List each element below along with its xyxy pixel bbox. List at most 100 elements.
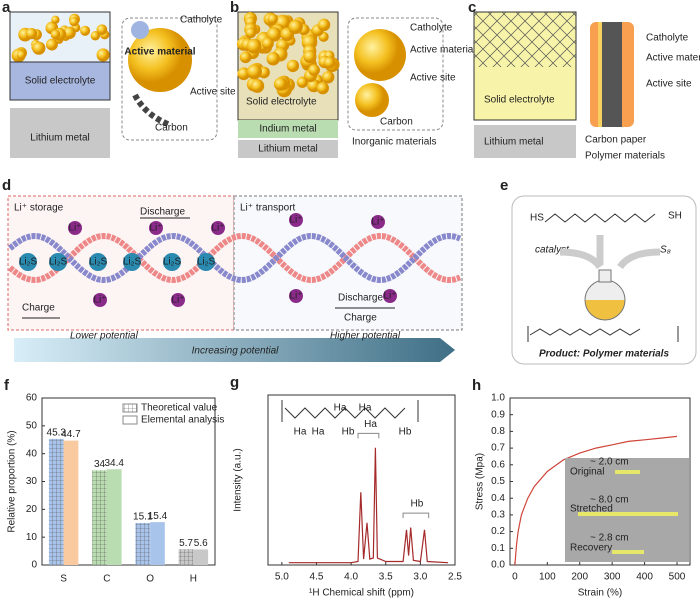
y-tick-label: 0.4 bbox=[491, 493, 505, 504]
flow-arrows bbox=[559, 235, 661, 270]
inset-photo bbox=[565, 458, 689, 562]
sulfide-label: Li₂S bbox=[163, 257, 182, 268]
particle bbox=[308, 64, 320, 76]
polymer bbox=[527, 326, 679, 342]
x-tick-label: 5.0 bbox=[275, 572, 289, 583]
value-label: 15.1 bbox=[133, 512, 153, 523]
layer-label: Solid electrolyte bbox=[246, 97, 317, 108]
callout: Carbon paper bbox=[585, 135, 647, 146]
process-label: Discharge bbox=[140, 207, 185, 218]
storage-box bbox=[7, 195, 235, 331]
helix-strand bbox=[8, 232, 462, 284]
callout: Active site bbox=[410, 73, 456, 84]
particle bbox=[237, 67, 251, 81]
x-tick-label: 0 bbox=[512, 572, 518, 583]
callout: Active material bbox=[124, 47, 195, 58]
bar bbox=[150, 522, 165, 565]
product-label: Product: Polymer materials bbox=[539, 349, 669, 360]
layer-label: Solid electrolyte bbox=[25, 76, 96, 87]
indium-layer bbox=[238, 120, 338, 138]
annotation: Hb bbox=[399, 427, 412, 438]
arrow bbox=[22, 217, 190, 319]
panel-e: e HS SH catalyst S₈ Product: Polymer mat… bbox=[500, 177, 697, 365]
particle bbox=[239, 51, 252, 64]
particle bbox=[261, 37, 274, 50]
x-tick-label: O bbox=[146, 574, 154, 585]
x-tick-label: H bbox=[190, 574, 197, 585]
callout: Active material bbox=[646, 53, 700, 64]
bar bbox=[63, 440, 79, 565]
particle bbox=[32, 41, 46, 55]
bracket bbox=[357, 432, 430, 519]
panel-letter: h bbox=[472, 377, 481, 394]
active-particle bbox=[128, 28, 192, 92]
callout: Active site bbox=[646, 79, 692, 90]
sulfide-label: Li₂S bbox=[123, 257, 142, 268]
ion bbox=[383, 289, 397, 303]
value-label: 44.7 bbox=[61, 429, 81, 440]
x-tick-label: 4.0 bbox=[344, 572, 358, 583]
ion-label: Li⁺ bbox=[289, 215, 302, 226]
ion-label: Li⁺ bbox=[371, 217, 384, 228]
y-axis-label: Intensity (a.u.) bbox=[233, 448, 244, 511]
x-tick-label: 100 bbox=[539, 572, 556, 583]
potential-label: Increasing potential bbox=[192, 346, 280, 357]
particle bbox=[316, 81, 329, 95]
lithium-layer bbox=[10, 108, 110, 158]
x-tick-label: 200 bbox=[571, 572, 588, 583]
panel-b: b Solid electrolyte Indium metal Lithium… bbox=[230, 0, 476, 158]
x-tick-label: 2.5 bbox=[448, 572, 462, 583]
value-label: 15.4 bbox=[148, 511, 168, 522]
ion-label: Li⁺ bbox=[93, 295, 106, 306]
particle bbox=[50, 29, 61, 40]
active-particle bbox=[355, 83, 389, 117]
process-label: Charge bbox=[22, 303, 55, 314]
process-label: Charge bbox=[344, 313, 377, 324]
layer-label: Indium metal bbox=[259, 124, 316, 135]
active-layer bbox=[598, 22, 602, 127]
particle bbox=[321, 70, 335, 84]
inset-label: ~ 2.8 cm bbox=[590, 533, 629, 544]
y-tick-label: 0.8 bbox=[491, 426, 505, 437]
particle bbox=[246, 38, 262, 54]
particle bbox=[245, 27, 257, 39]
lithium-layer bbox=[474, 125, 576, 158]
reagent: catalyst bbox=[535, 245, 570, 256]
line bbox=[514, 435, 678, 566]
y-tick-label: 0.7 bbox=[491, 443, 505, 454]
panel-letter: g bbox=[230, 374, 239, 391]
ion bbox=[93, 293, 107, 307]
formula: HS bbox=[530, 213, 544, 224]
x-tick-label: 400 bbox=[636, 572, 653, 583]
y-tick-label: 0.9 bbox=[491, 409, 505, 420]
ion-label: Li⁺ bbox=[211, 223, 224, 234]
sulfide-label: Li₂S bbox=[49, 257, 68, 268]
bar bbox=[193, 549, 209, 565]
ion bbox=[171, 293, 185, 307]
layer-label: Lithium metal bbox=[30, 133, 89, 144]
value-label: 34.4 bbox=[104, 458, 124, 469]
ion bbox=[149, 221, 163, 235]
annotation: Ha bbox=[359, 403, 372, 414]
reagent: S₈ bbox=[660, 245, 671, 256]
annotation: Ha bbox=[294, 427, 307, 438]
callout: Catholyte bbox=[180, 15, 223, 26]
structure bbox=[281, 400, 419, 422]
electrolyte-layer bbox=[9, 61, 111, 101]
layer-label: Lithium metal bbox=[258, 144, 317, 155]
legend-label: Elemental analysis bbox=[141, 415, 224, 426]
particle bbox=[286, 59, 300, 73]
flask-neck bbox=[598, 269, 612, 283]
line bbox=[288, 447, 449, 564]
y-tick-label: 10 bbox=[26, 532, 38, 543]
callout: Inorganic materials bbox=[352, 137, 436, 148]
y-tick-label: 30 bbox=[26, 476, 38, 487]
charts: f Relative proportion (%) 0 10 20 30 40 50 60 S 45… bbox=[4, 374, 691, 599]
catholyte bbox=[131, 21, 149, 39]
particle bbox=[288, 19, 303, 35]
carbon bbox=[132, 93, 172, 128]
box-title: Li⁺ transport bbox=[240, 203, 296, 214]
y-tick-label: 0.5 bbox=[491, 476, 505, 487]
annotation: Hb bbox=[411, 499, 424, 510]
x-tick-label: S bbox=[60, 574, 67, 585]
